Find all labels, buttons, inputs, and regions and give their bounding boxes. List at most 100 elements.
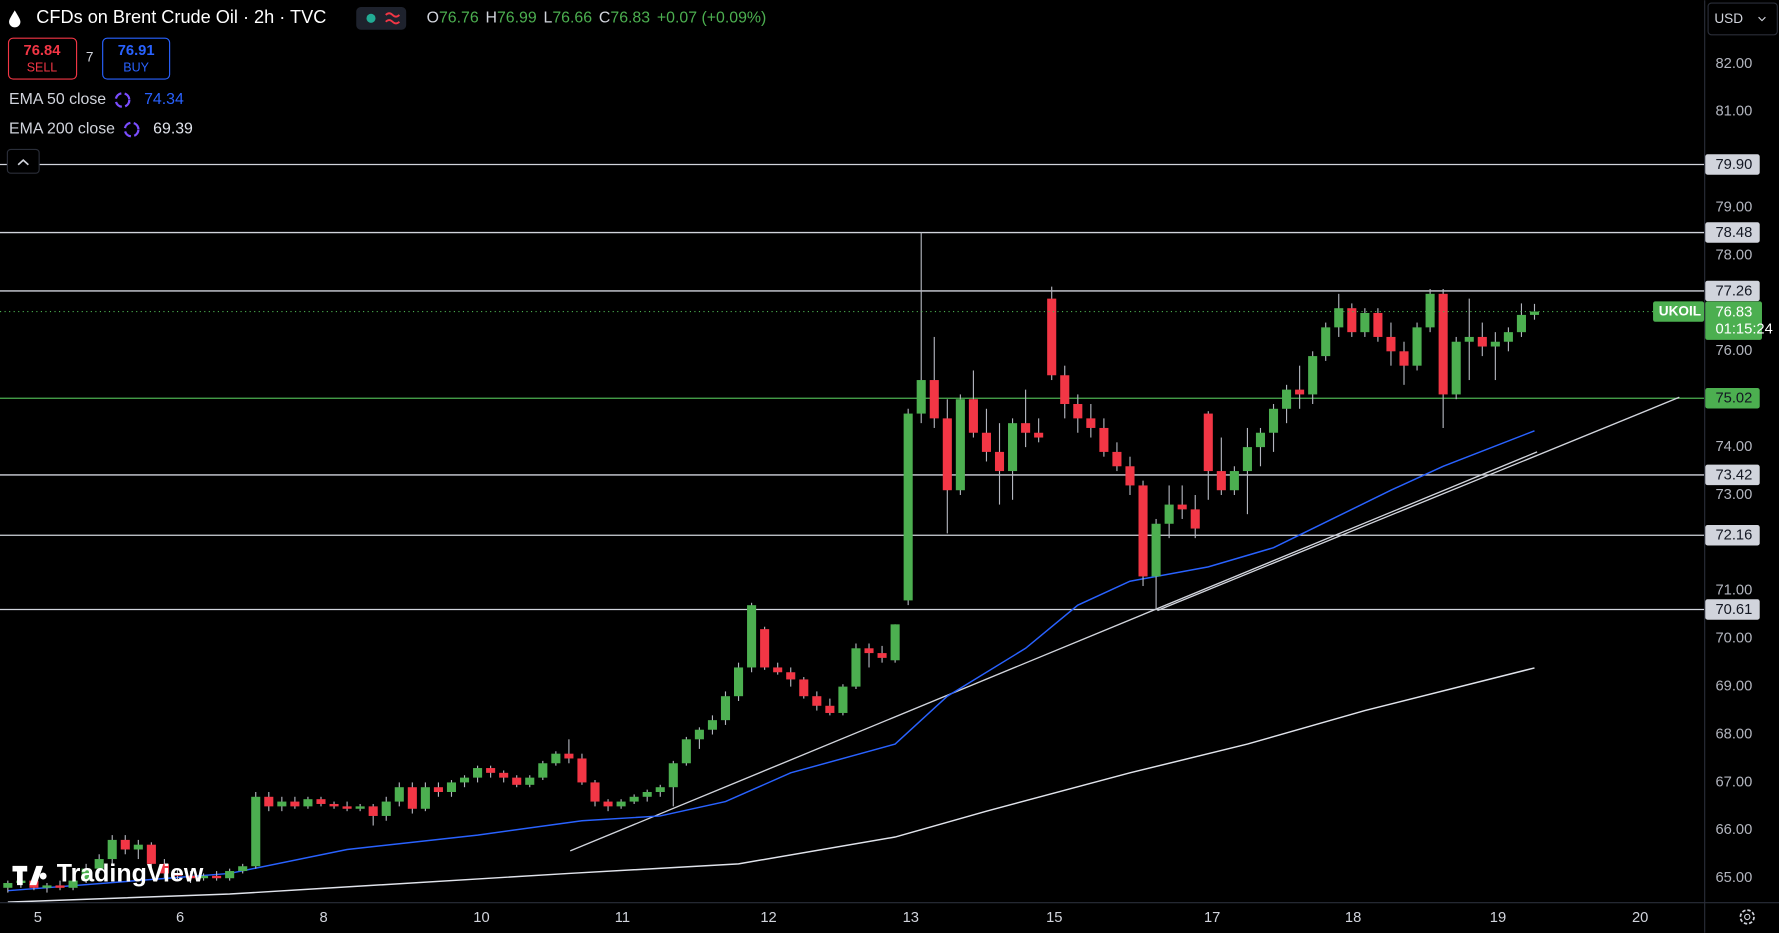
buy-label[interactable]: BUY: [123, 61, 149, 75]
buy-button[interactable]: 76.91 BUY: [102, 37, 171, 80]
collapse-icon[interactable]: [17, 159, 29, 166]
candle-body: [955, 399, 965, 491]
x-tick-label: 8: [319, 910, 327, 926]
gear-center[interactable]: [1744, 913, 1751, 921]
currency-label[interactable]: USD: [1714, 11, 1743, 26]
data-status: [385, 12, 401, 25]
x-tick-label: 13: [903, 910, 919, 926]
candle-body: [1412, 327, 1422, 366]
candle-body: [1164, 504, 1174, 524]
candle-body: [394, 787, 404, 802]
candle-body: [212, 875, 222, 879]
candle-body: [799, 679, 809, 697]
candle-body: [668, 763, 678, 788]
y-tick-label: 67.00: [1715, 774, 1752, 790]
candle-body: [433, 787, 443, 793]
candle-body: [968, 399, 978, 433]
candle-body: [994, 451, 1005, 472]
buy-price[interactable]: 76.91: [118, 43, 155, 59]
ohlc-change: +0.07 (+0.09%): [657, 10, 766, 27]
candle-body: [981, 432, 991, 452]
candle-body: [1073, 404, 1083, 419]
sell-box[interactable]: [7, 37, 78, 80]
candle-body: [577, 758, 587, 783]
candle-body: [681, 739, 691, 764]
level-label-box: [1705, 280, 1760, 302]
sell-price[interactable]: 76.84: [24, 43, 62, 59]
candle-body: [1151, 523, 1161, 577]
candle-body: [1282, 389, 1292, 409]
candle-body: [486, 768, 496, 773]
x-tick-label: 18: [1345, 910, 1361, 926]
candle-body: [1216, 471, 1226, 491]
candle-body: [94, 859, 104, 869]
x-tick-label: 15: [1046, 910, 1062, 926]
logo-icon: [12, 865, 47, 886]
settings-button[interactable]: [1739, 909, 1755, 925]
ema-line: [7, 667, 1535, 903]
candle-body: [942, 418, 952, 491]
dropdown-caret[interactable]: [1758, 16, 1766, 22]
candle-body: [264, 796, 274, 807]
gear-icon[interactable]: [1739, 909, 1755, 925]
buy-box[interactable]: [102, 37, 171, 80]
y-tick-label: 65.00: [1715, 870, 1752, 886]
spread: 7: [86, 50, 94, 65]
candle-body: [55, 885, 65, 888]
candle-body: [459, 777, 470, 783]
ema-line: [7, 430, 1535, 892]
candle-body: [1086, 418, 1096, 428]
sell-label[interactable]: SELL: [27, 61, 58, 75]
candle-body: [864, 648, 874, 654]
candle-body: [734, 667, 744, 697]
level-label: 79.90: [1715, 157, 1752, 173]
candle-body: [1229, 471, 1239, 491]
candle-body: [446, 782, 457, 793]
candle-body: [1334, 308, 1344, 328]
countdown: 01:15:24: [1715, 322, 1772, 338]
ohlc-key: H: [485, 10, 496, 27]
currency-dropdown[interactable]: USD: [1707, 2, 1778, 36]
candle-body: [1099, 427, 1109, 452]
indicator-name: EMA 200 close: [9, 121, 115, 138]
level-label-box: [1705, 154, 1760, 175]
candle-body: [812, 696, 822, 706]
ohlc-value: 76.66: [552, 10, 592, 27]
collapse-button[interactable]: [6, 148, 40, 174]
candle-body: [1190, 509, 1200, 529]
candle-body: [1347, 308, 1357, 333]
candle-body: [1529, 311, 1540, 315]
candle-body: [525, 777, 535, 785]
candle-body: [890, 624, 900, 661]
candle-body: [499, 772, 509, 778]
candle-body: [420, 787, 430, 809]
ohlc-key: C: [599, 10, 610, 27]
candle-body: [303, 799, 313, 807]
symbol-tag-box: [1653, 301, 1705, 322]
currency-box[interactable]: [1707, 2, 1778, 36]
candle-body: [642, 792, 652, 797]
candle-body: [316, 799, 326, 804]
candle-body: [564, 753, 574, 759]
candle-body: [251, 796, 261, 867]
candle-body: [1308, 356, 1318, 395]
candle-body: [290, 801, 300, 807]
y-tick-label: 81.00: [1715, 104, 1752, 120]
trendline: [569, 451, 1538, 852]
candle-body: [1255, 432, 1266, 448]
ohlc-key: O: [427, 10, 439, 27]
x-tick-label: 11: [615, 910, 630, 926]
candle-body: [655, 787, 665, 793]
x-tick-label: 17: [1204, 910, 1220, 926]
candle-body: [1490, 341, 1500, 347]
plot-area: [0, 163, 1705, 903]
indicator-icon: [123, 121, 140, 138]
sell-button[interactable]: 76.84 SELL: [7, 37, 78, 80]
candle-body: [3, 883, 13, 888]
y-tick-label: 73.00: [1715, 487, 1752, 503]
level-label: 70.61: [1715, 602, 1752, 618]
candle-body: [407, 787, 417, 809]
candle-body: [225, 871, 235, 879]
candle-body: [1177, 504, 1187, 510]
